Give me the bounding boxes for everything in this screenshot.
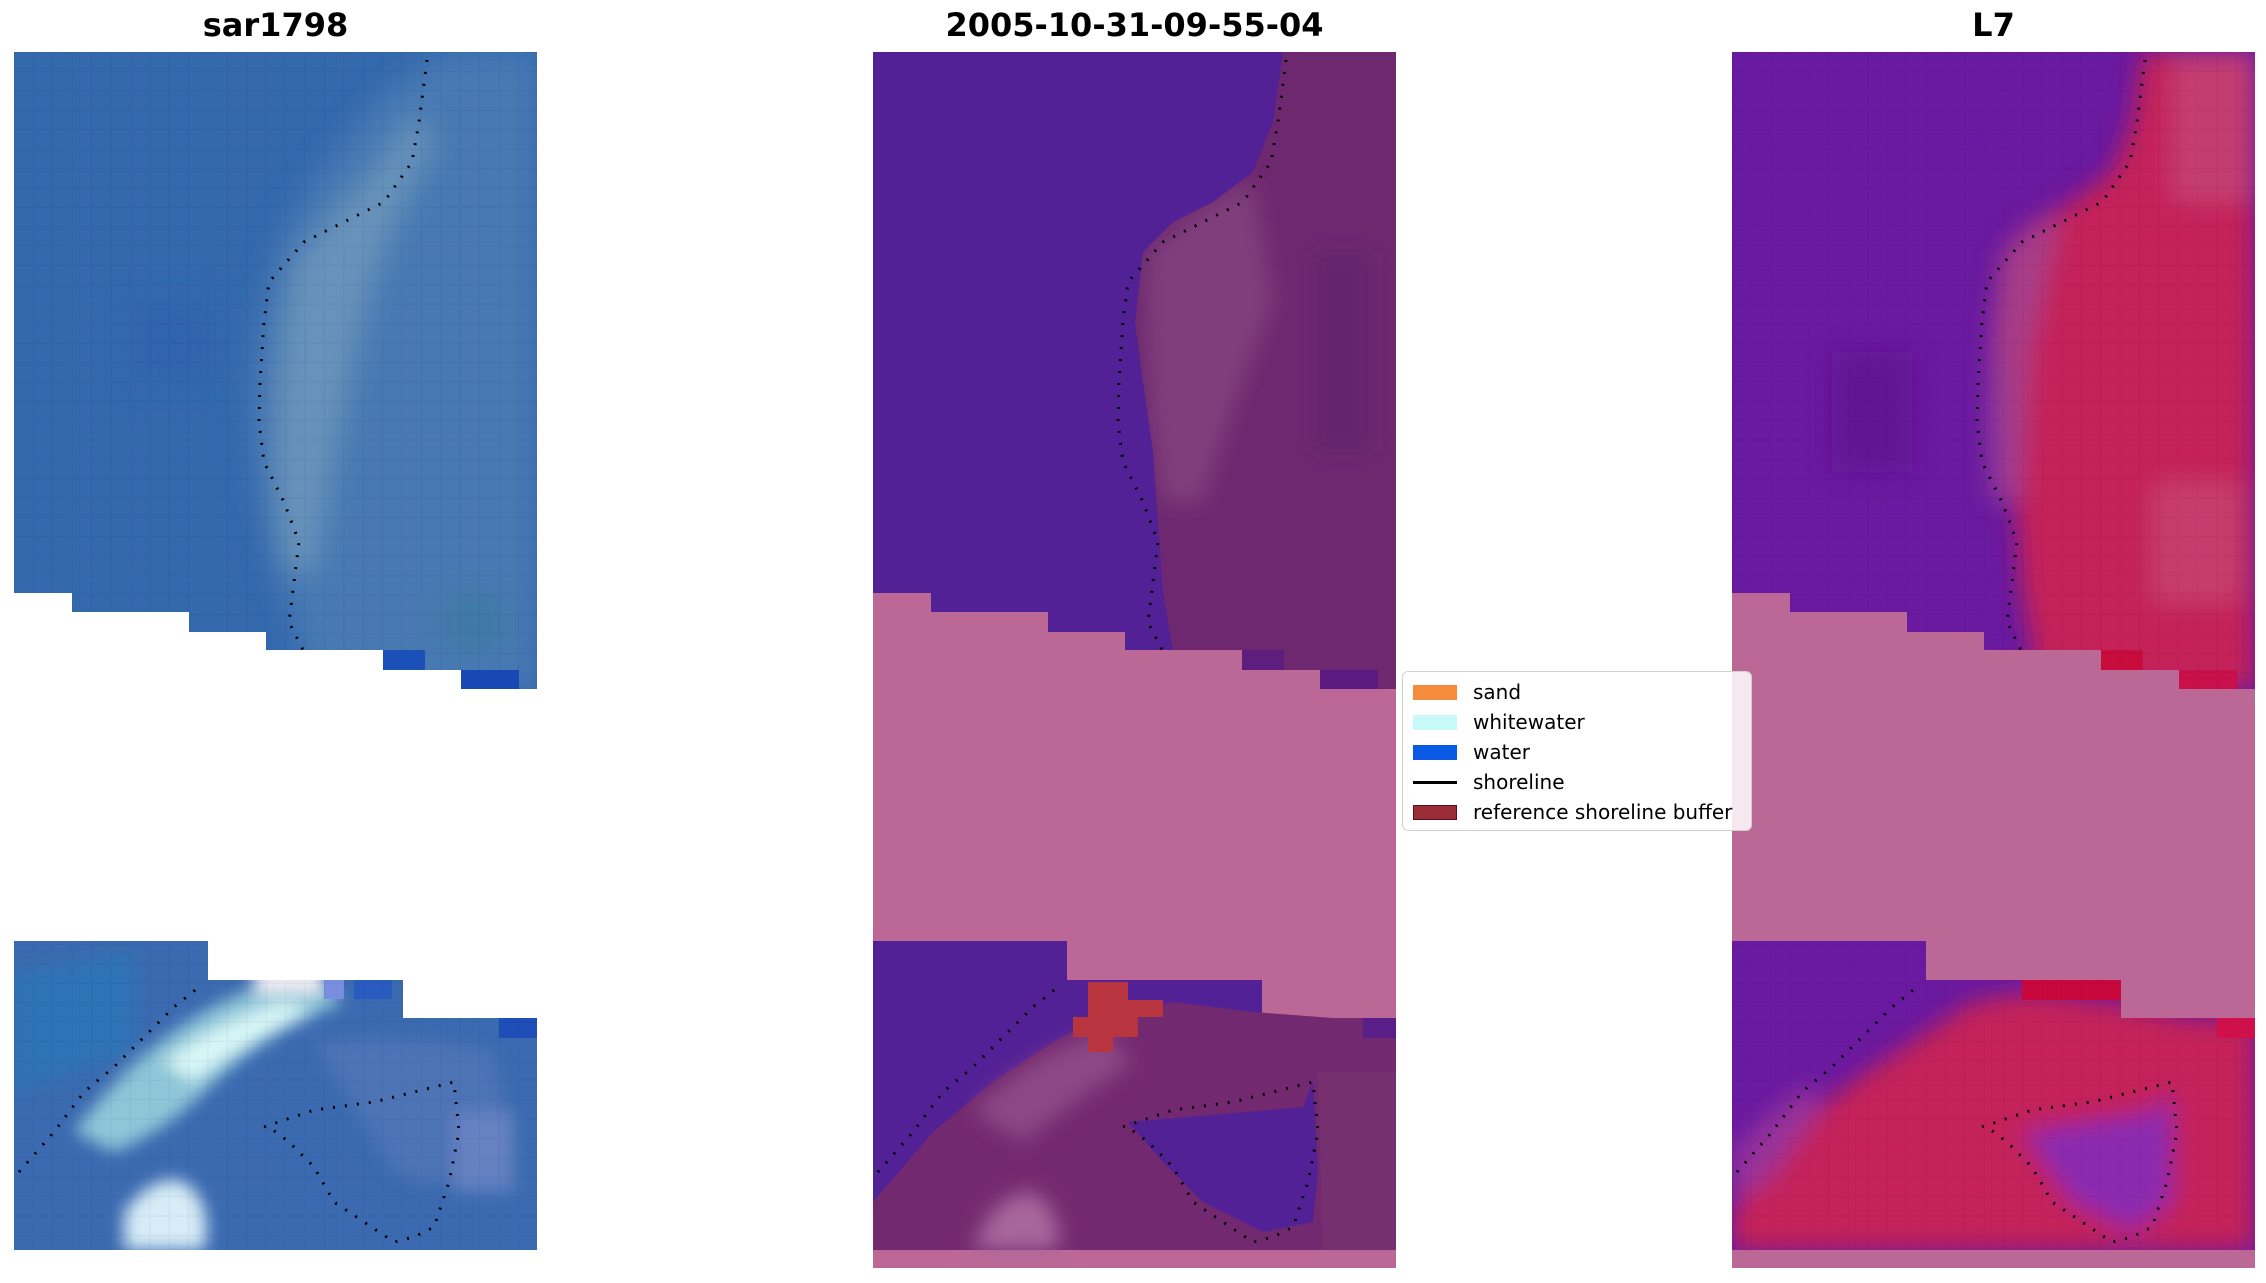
legend: sand whitewater water shoreline referenc… [1402,671,1752,831]
legend-swatch-water [1413,744,1457,760]
sar-image-panel [14,52,537,1268]
panel-title-date: 2005-10-31-09-55-04 [945,6,1324,44]
sar-image [14,52,537,1250]
legend-swatch-reference-buffer [1413,804,1457,820]
whitewater-patch [1073,982,1163,1052]
legend-label-water: water [1473,740,1530,764]
legend-swatch-whitewater [1413,714,1457,730]
panel-title-sar: sar1798 [202,6,349,44]
l7-panel [1732,52,2255,1268]
l7-image [1732,52,2255,1268]
legend-swatch-sand [1413,684,1457,700]
legend-item-whitewater: whitewater [1413,707,1743,737]
legend-label-sand: sand [1473,680,1522,704]
legend-item-water: water [1413,737,1743,767]
legend-label-whitewater: whitewater [1473,710,1585,734]
classification-panel [873,52,1396,1268]
legend-label-reference-buffer: reference shoreline buffer [1473,800,1733,824]
legend-item-reference-buffer: reference shoreline buffer [1413,797,1743,827]
legend-label-shoreline: shoreline [1473,770,1565,794]
legend-line-shoreline [1413,780,1457,784]
legend-item-sand: sand [1413,677,1743,707]
legend-item-shoreline: shoreline [1413,767,1743,797]
panel-title-l7: L7 [1972,6,2015,44]
land-class-bottom [873,1002,1396,1250]
classification-image [873,52,1396,1268]
